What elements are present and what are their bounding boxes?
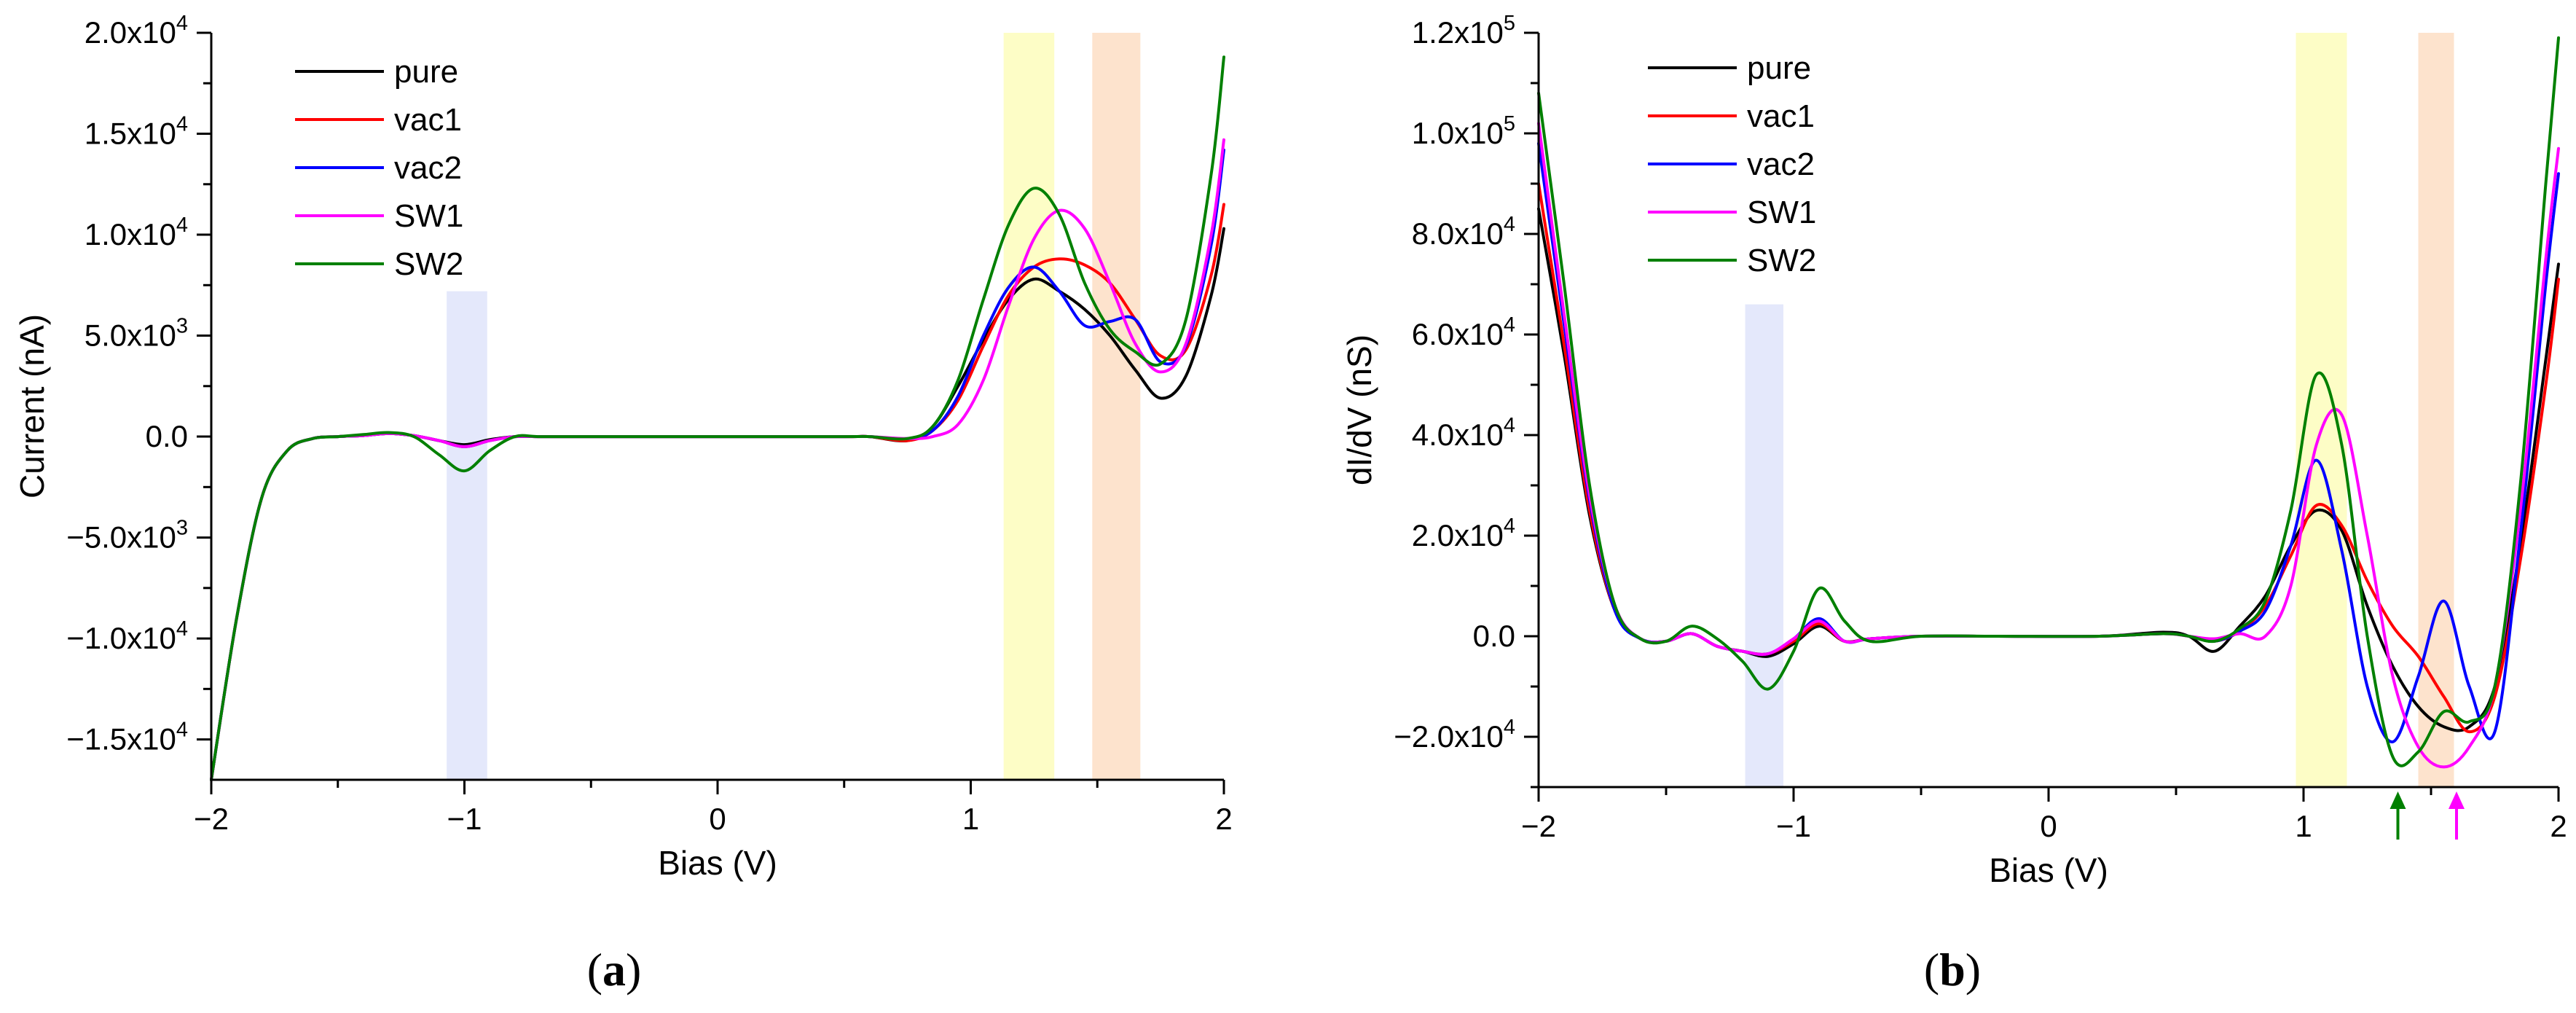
- panel-b-x-axis-title: Bias (V): [1989, 851, 2108, 889]
- panel-a-y-tick-label: 2.0x104: [85, 12, 188, 50]
- panel-b-x-tick-label: −2: [1521, 809, 1556, 843]
- panel-a-shaded-band: [447, 291, 487, 780]
- panel-a-legend-label: pure: [394, 54, 458, 90]
- panel-a-legend-label: vac1: [394, 102, 462, 138]
- panel-b-x-tick-label: 0: [2040, 809, 2057, 843]
- panel-b-y-tick-label: 4.0x104: [1412, 414, 1515, 452]
- panel-a-series-line-vac1: [210, 203, 1225, 781]
- panel-b-shaded-band: [1745, 304, 1783, 788]
- panel-b-shaded-band: [2418, 33, 2454, 787]
- panel-b-y-tick-label: −2.0x104: [1394, 716, 1515, 754]
- panel-b-y-tick-label: 2.0x104: [1412, 515, 1515, 552]
- panel-a-shaded-band: [1003, 33, 1055, 780]
- panel-a-legend-label: vac2: [394, 150, 462, 186]
- panel-a-legend-label: SW1: [394, 198, 463, 234]
- panel-a-legend: pure vac1 vac2 SW1 SW2: [295, 54, 463, 282]
- panel-a-y-tick-label: 0.0: [146, 419, 188, 453]
- panel-b-series-line-pure: [1537, 207, 2560, 732]
- panel-a-x-tick-label: 0: [709, 802, 726, 836]
- panel-a-x-tick-label: −2: [194, 802, 229, 836]
- panel-a-y-tick-label: 1.5x104: [85, 113, 188, 151]
- panel-a-series-line-sw1: [210, 138, 1225, 781]
- panel-b-chart: −2 −1 0 1 2 −2.0x104 0.0 2.0x104 4.0x104 6.0x104 8…: [1340, 12, 2567, 996]
- panel-b-arrow-head: [2449, 791, 2465, 809]
- panel-b-x-tick-label: 2: [2550, 809, 2567, 843]
- panel-b-legend-label: pure: [1747, 50, 1811, 86]
- panel-a-x-tick-label: 1: [962, 802, 979, 836]
- panel-b-arrow-head: [2390, 791, 2406, 809]
- panel-b-series-line-vac1: [1537, 182, 2560, 734]
- panel-b-legend-label: vac2: [1747, 146, 1815, 182]
- panel-a-x-tick-label: 2: [1215, 802, 1232, 836]
- panel-a-y-tick-label: −1.5x104: [66, 719, 188, 756]
- panel-b-legend-label: vac1: [1747, 98, 1815, 134]
- panel-a-y-tick-label: 1.0x104: [85, 214, 188, 251]
- panel-b-y-tick-label: 6.0x104: [1412, 313, 1515, 351]
- panel-a-y-tick-label: −1.0x104: [66, 617, 188, 655]
- panel-b-y-tick-label: 1.0x105: [1412, 112, 1515, 150]
- panel-b-legend-label: SW2: [1747, 243, 1816, 278]
- panel-a-label: (a): [587, 944, 642, 996]
- panel-a-y-tick-label: −5.0x103: [66, 517, 188, 555]
- panel-b-y-tick-label: 1.2x105: [1412, 12, 1515, 50]
- panel-a-legend-label: SW2: [394, 246, 463, 282]
- panel-b-y-tick-label: 8.0x104: [1412, 213, 1515, 251]
- panel-a-chart: −2 −1 0 1 2 −1.5x104 −1.0x104 −5.0x103 0.0 5.0x10…: [13, 12, 1233, 996]
- panel-b-legend: pure vac1 vac2 SW1 SW2: [1648, 50, 1816, 278]
- panel-b-y-tick-label: 0.0: [1473, 619, 1515, 653]
- panel-b-x-tick-label: 1: [2295, 809, 2312, 843]
- panel-b-series-line-vac2: [1537, 141, 2560, 743]
- panel-b-series-line-sw1: [1537, 122, 2560, 769]
- panel-a-shaded-band: [1092, 33, 1141, 780]
- panel-a-x-axis-title: Bias (V): [658, 844, 777, 882]
- panel-a-series-line-sw2: [210, 55, 1225, 781]
- panel-a-y-tick-label: 5.0x103: [85, 315, 188, 353]
- panel-b-y-axis-title: dI/dV (nS): [1340, 335, 1378, 485]
- panel-a-y-axis-title: Current (nA): [13, 314, 51, 498]
- panel-b-x-tick-label: −1: [1776, 809, 1811, 843]
- panel-b-label: (b): [1924, 944, 1981, 996]
- panel-b-series-line-sw2: [1537, 36, 2560, 767]
- panel-a-x-tick-label: −1: [447, 802, 482, 836]
- panel-b-legend-label: SW1: [1747, 195, 1816, 230]
